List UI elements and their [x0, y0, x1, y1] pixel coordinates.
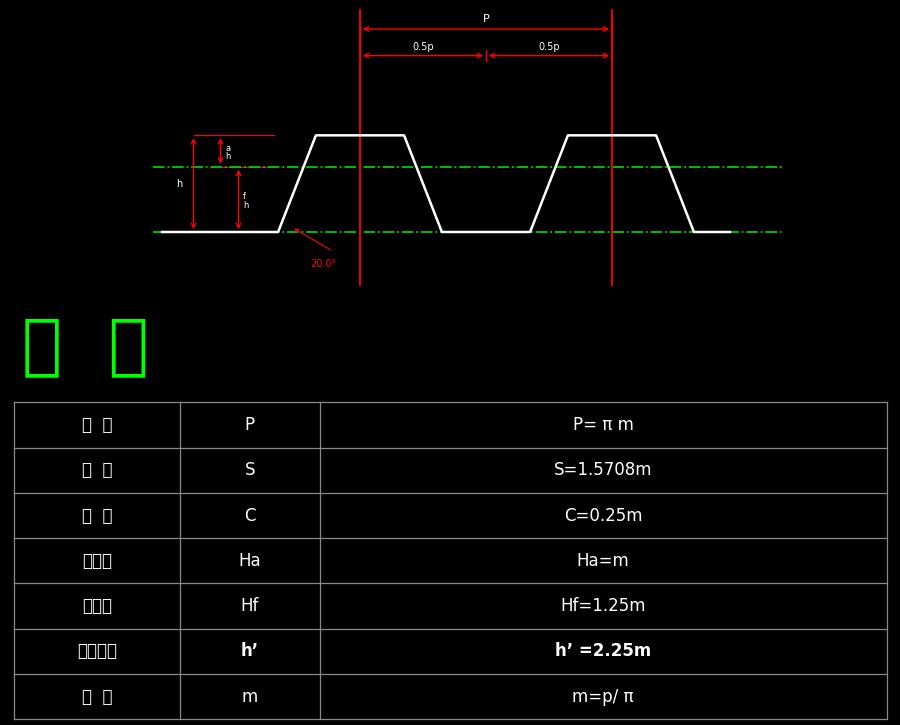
Text: m: m	[241, 687, 258, 705]
Text: 0.5p: 0.5p	[412, 42, 434, 51]
Text: f: f	[243, 192, 246, 202]
Text: Ha=m: Ha=m	[577, 552, 629, 570]
Text: 模  数: 模 数	[82, 687, 112, 705]
Text: 顶  隙: 顶 隙	[82, 507, 112, 524]
Text: a: a	[225, 144, 230, 153]
Text: 齿根高: 齿根高	[82, 597, 112, 615]
Text: P: P	[245, 416, 255, 434]
Text: Hf: Hf	[240, 597, 259, 615]
Text: C=0.25m: C=0.25m	[563, 507, 643, 524]
Text: P: P	[482, 14, 490, 24]
Text: P= π m: P= π m	[572, 416, 634, 434]
Text: 齿顶高: 齿顶高	[82, 552, 112, 570]
Text: h: h	[225, 152, 230, 162]
Text: Hf=1.25m: Hf=1.25m	[560, 597, 645, 615]
Text: Ha: Ha	[238, 552, 261, 570]
Text: 工作高度: 工作高度	[76, 642, 117, 660]
Text: S=1.5708m: S=1.5708m	[554, 461, 652, 479]
Text: C: C	[244, 507, 256, 524]
Text: h’ =2.25m: h’ =2.25m	[555, 642, 651, 660]
Text: 0.5p: 0.5p	[538, 42, 560, 51]
Text: m=p/ π: m=p/ π	[572, 687, 634, 705]
Text: S: S	[245, 461, 255, 479]
Text: 齿  厚: 齿 厚	[82, 461, 112, 479]
Text: h: h	[176, 178, 183, 188]
Text: h: h	[243, 201, 248, 210]
Text: 齿  条: 齿 条	[22, 312, 149, 379]
Text: h’: h’	[240, 642, 259, 660]
Text: 齿  距: 齿 距	[82, 416, 112, 434]
Text: 20.0°: 20.0°	[310, 259, 337, 268]
